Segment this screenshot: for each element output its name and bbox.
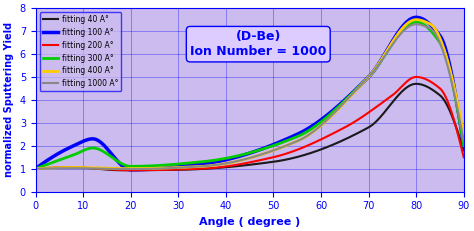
fitting 400 A° (33, 167, 38, 170)
fitting 400 A° (366, 75, 372, 77)
Text: (D-Be)
Ion Number = 1000: (D-Be) Ion Number = 1000 (190, 30, 327, 58)
fitting 200 A° (461, 156, 466, 158)
fitting 400 A° (413, 18, 419, 21)
fitting 200 A° (327, 134, 333, 136)
fitting 300 A° (327, 113, 332, 116)
fitting 1000 A° (461, 140, 466, 143)
Line: fitting 100 A°: fitting 100 A° (36, 17, 464, 170)
fitting 300 A° (413, 21, 419, 23)
fitting 100 A° (461, 144, 466, 147)
fitting 200 A° (367, 110, 373, 113)
fitting 200 A° (413, 76, 419, 78)
fitting 400 A° (327, 116, 332, 119)
fitting 1000 A° (206, 164, 212, 167)
fitting 200 A° (33, 167, 38, 170)
Line: fitting 1000 A°: fitting 1000 A° (36, 24, 464, 169)
fitting 100 A° (413, 16, 419, 19)
fitting 1000 A° (33, 167, 38, 170)
fitting 40 A° (375, 119, 381, 122)
fitting 100 A° (222, 159, 228, 161)
fitting 200 A° (128, 169, 134, 172)
fitting 300 A° (77, 151, 82, 154)
fitting 200 A° (77, 166, 82, 169)
fitting 400 A° (461, 133, 466, 136)
Y-axis label: normalized Sputtering Yield: normalized Sputtering Yield (4, 22, 14, 177)
fitting 40 A° (33, 167, 38, 170)
fitting 400 A° (77, 166, 82, 169)
fitting 300 A° (206, 160, 211, 162)
fitting 300 A° (33, 167, 38, 170)
fitting 300 A° (366, 75, 372, 77)
fitting 400 A° (374, 65, 380, 67)
fitting 40 A° (367, 125, 373, 128)
fitting 1000 A° (327, 116, 333, 119)
Line: fitting 300 A°: fitting 300 A° (36, 22, 464, 169)
fitting 100 A° (206, 162, 212, 164)
fitting 100 A° (77, 142, 82, 144)
Line: fitting 200 A°: fitting 200 A° (36, 77, 464, 170)
fitting 100 A° (367, 74, 373, 77)
Line: fitting 40 A°: fitting 40 A° (36, 84, 464, 170)
fitting 1000 A° (367, 74, 373, 77)
fitting 100 A° (327, 111, 333, 114)
fitting 200 A° (375, 105, 381, 107)
fitting 40 A° (206, 167, 212, 170)
fitting 300 A° (374, 65, 380, 68)
fitting 1000 A° (413, 23, 419, 26)
fitting 40 A° (222, 166, 228, 169)
fitting 200 A° (206, 167, 212, 170)
fitting 40 A° (118, 169, 124, 172)
Legend: fitting 40 A°, fitting 100 A°, fitting 200 A°, fitting 300 A°, fitting 400 A°, f: fitting 40 A°, fitting 100 A°, fitting 2… (39, 12, 121, 91)
fitting 1000 A° (375, 65, 381, 67)
fitting 1000 A° (128, 168, 134, 170)
fitting 1000 A° (77, 167, 82, 170)
fitting 1000 A° (222, 162, 228, 165)
fitting 400 A° (206, 164, 211, 167)
fitting 200 A° (222, 165, 228, 168)
fitting 40 A° (327, 145, 333, 147)
fitting 40 A° (461, 149, 466, 152)
fitting 40 A° (77, 166, 82, 169)
X-axis label: Angle ( degree ): Angle ( degree ) (199, 217, 301, 227)
fitting 40 A° (413, 82, 419, 85)
fitting 100 A° (128, 168, 134, 171)
fitting 100 A° (375, 64, 381, 67)
fitting 100 A° (33, 167, 38, 170)
fitting 300 A° (221, 157, 227, 160)
Line: fitting 400 A°: fitting 400 A° (36, 20, 464, 169)
fitting 300 A° (461, 144, 466, 147)
fitting 400 A° (221, 162, 227, 165)
